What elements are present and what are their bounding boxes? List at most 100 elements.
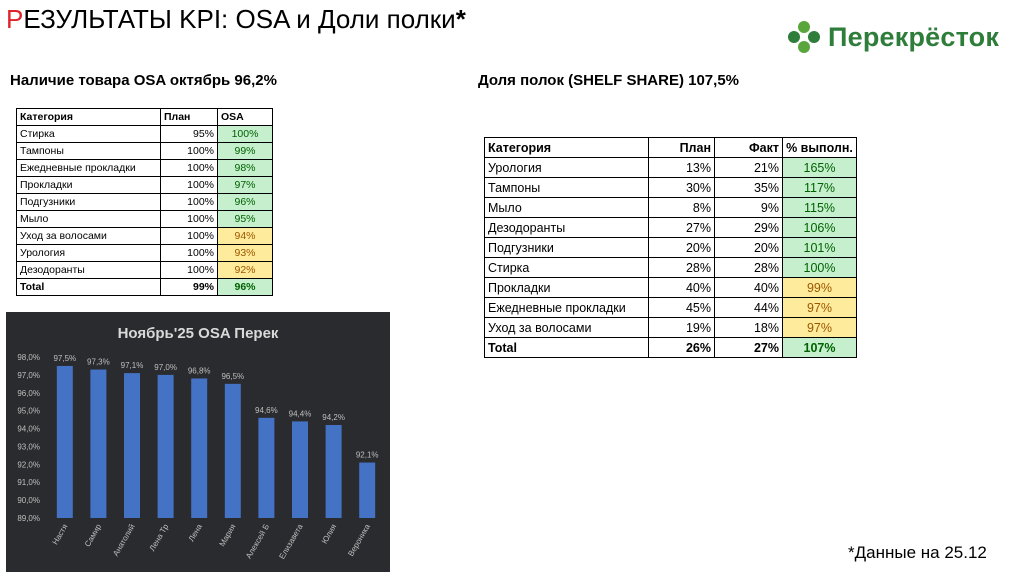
osa-cell-plan: 100% <box>160 227 218 245</box>
shelf-table-row: Ежедневные прокладки 45% 44% 97% <box>484 297 857 318</box>
perekrestok-logo: Перекрёсток <box>786 14 1016 60</box>
shelf-cell-category: Урология <box>484 157 649 178</box>
osa-cell-osa: 97% <box>217 176 273 194</box>
y-tick-label: 90,0% <box>17 496 40 505</box>
osa-table-row: Стирка 95% 100% <box>16 125 273 143</box>
shelf-cell-plan: 8% <box>648 197 715 218</box>
shelf-cell-fact: 29% <box>714 217 783 238</box>
osa-cell-osa: 99% <box>217 142 273 160</box>
bar-value-label: 94,4% <box>289 409 312 418</box>
shelf-cell-pct: 106% <box>782 217 857 238</box>
shelf-cell-pct: 97% <box>782 297 857 318</box>
bar-value-label: 94,2% <box>322 413 345 422</box>
chart-bar <box>124 373 140 518</box>
shelf-table-row: Стирка 28% 28% 100% <box>484 257 857 278</box>
osa-cell-category: Урология <box>16 244 161 262</box>
shelf-header-plan: План <box>648 137 715 158</box>
osa-cell-osa: 92% <box>217 261 273 279</box>
shelf-cell-pct: 97% <box>782 317 857 338</box>
osa-header-category: Категория <box>16 108 161 126</box>
osa-bar-chart: Ноябрь'25 OSA Перек 89,0% 90,0% 91,0% 92,0% 9… <box>6 312 390 572</box>
osa-header-plan: План <box>160 108 218 126</box>
y-tick-label: 94,0% <box>17 425 40 434</box>
shelf-cell-plan: 45% <box>648 297 715 318</box>
osa-cell-plan: 100% <box>160 159 218 177</box>
shelf-cell-plan: 13% <box>648 157 715 178</box>
shelf-table-row: Тампоны 30% 35% 117% <box>484 177 857 198</box>
shelf-total-fact: 27% <box>714 337 783 358</box>
y-tick-label: 98,0% <box>17 353 40 362</box>
x-tick-label: Лена <box>187 522 204 543</box>
osa-cell-category: Тампоны <box>16 142 161 160</box>
osa-cell-plan: 100% <box>160 193 218 211</box>
shelf-cell-fact: 28% <box>714 257 783 278</box>
x-tick-label: Анатолий <box>111 523 137 558</box>
shelf-table-row: Мыло 8% 9% 115% <box>484 197 857 218</box>
shelf-header-pct: % выполн. <box>782 137 857 158</box>
osa-cell-category: Прокладки <box>16 176 161 194</box>
osa-table-row: Тампоны 100% 99% <box>16 142 273 160</box>
shelf-table-row: Дезодоранты 27% 29% 106% <box>484 217 857 238</box>
y-tick-label: 96,0% <box>17 389 40 398</box>
osa-cell-plan: 95% <box>160 125 218 143</box>
shelf-cell-category: Стирка <box>484 257 649 278</box>
shelf-cell-fact: 20% <box>714 237 783 258</box>
osa-cell-plan: 100% <box>160 176 218 194</box>
osa-table-header: Категория План OSA <box>16 108 273 126</box>
y-tick-label: 89,0% <box>17 514 40 523</box>
shelf-table: Категория План Факт % выполн. Урология 13… <box>484 137 857 358</box>
x-tick-label: Лена Тр <box>148 522 171 553</box>
shelf-cell-pct: 100% <box>782 257 857 278</box>
shelf-cell-fact: 18% <box>714 317 783 338</box>
osa-cell-category: Ежедневные прокладки <box>16 159 161 177</box>
osa-cell-category: Стирка <box>16 125 161 143</box>
osa-table: Категория План OSA Стирка 95% 100% Тампоны 1… <box>16 108 273 296</box>
shelf-cell-pct: 165% <box>782 157 857 178</box>
osa-cell-osa: 98% <box>217 159 273 177</box>
shelf-cell-category: Мыло <box>484 197 649 218</box>
shelf-header-fact: Факт <box>714 137 783 158</box>
osa-cell-plan: 100% <box>160 142 218 160</box>
chart-title: Ноябрь'25 OSA Перек <box>118 325 279 342</box>
shelf-table-total-row: Total 26% 27% 107% <box>484 337 857 358</box>
shelf-cell-category: Дезодоранты <box>484 217 649 238</box>
osa-total-osa: 96% <box>217 278 273 296</box>
osa-table-row: Мыло 100% 95% <box>16 210 273 228</box>
osa-table-row: Уход за волосами 100% 94% <box>16 227 273 245</box>
osa-total-category: Total <box>16 278 161 296</box>
shelf-cell-fact: 35% <box>714 177 783 198</box>
chart-bar <box>325 424 342 518</box>
chart-bar <box>258 417 275 518</box>
shelf-cell-category: Подгузники <box>484 237 649 258</box>
chart-bar <box>157 374 174 518</box>
osa-total-plan: 99% <box>160 278 218 296</box>
osa-cell-category: Дезодоранты <box>16 261 161 279</box>
shelf-cell-pct: 99% <box>782 277 857 298</box>
bar-value-label: 97,0% <box>154 363 177 372</box>
osa-cell-osa: 100% <box>217 125 273 143</box>
osa-table-row: Дезодоранты 100% 92% <box>16 261 273 279</box>
shelf-cell-plan: 40% <box>648 277 715 298</box>
footnote: *Данные на 25.12 <box>848 543 987 562</box>
osa-cell-category: Мыло <box>16 210 161 228</box>
shelf-header-category: Категория <box>484 137 649 158</box>
x-tick-label: Алексей Б <box>244 523 271 561</box>
x-tick-label: Елизавета <box>277 522 305 561</box>
y-tick-label: 95,0% <box>17 407 40 416</box>
osa-cell-plan: 100% <box>160 244 218 262</box>
shelf-cell-fact: 40% <box>714 277 783 298</box>
bar-value-label: 97,3% <box>87 358 110 367</box>
osa-cell-osa: 93% <box>217 244 273 262</box>
osa-table-row: Прокладки 100% 97% <box>16 176 273 194</box>
x-tick-label: Вероника <box>346 522 372 558</box>
shelf-table-header: Категория План Факт % выполн. <box>484 137 857 158</box>
y-tick-label: 97,0% <box>17 371 40 380</box>
chart-bar <box>56 365 73 518</box>
x-tick-label: Юлия <box>320 523 338 546</box>
shelf-total-pct: 107% <box>782 337 857 358</box>
shelf-cell-pct: 101% <box>782 237 857 258</box>
shelf-cell-fact: 9% <box>714 197 783 218</box>
osa-table-total-row: Total 99% 96% <box>16 278 273 296</box>
shelf-cell-plan: 19% <box>648 317 715 338</box>
bar-value-label: 97,1% <box>121 361 144 370</box>
